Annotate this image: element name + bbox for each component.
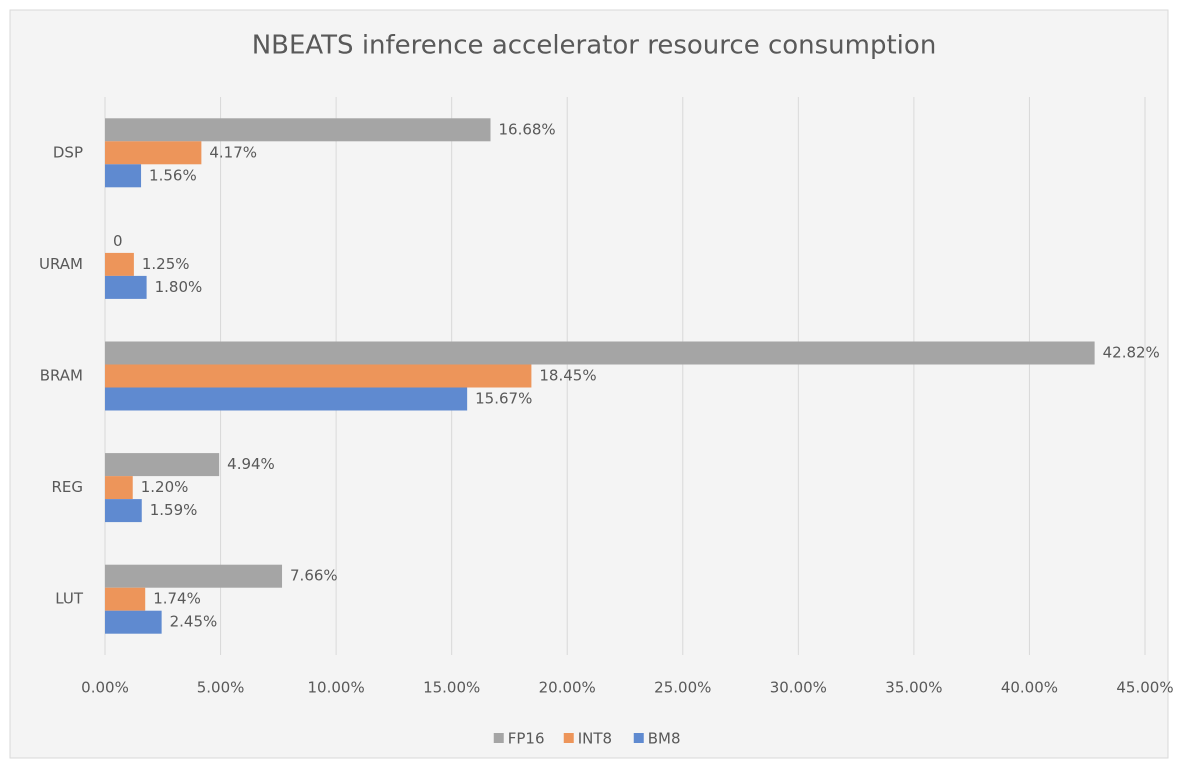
- data-label: 2.45%: [170, 613, 218, 631]
- legend-swatch: [493, 733, 504, 743]
- data-label: 18.45%: [539, 367, 596, 385]
- bar: [105, 387, 468, 411]
- data-label: 42.82%: [1103, 344, 1160, 362]
- data-label: 4.94%: [227, 455, 275, 473]
- bar: [105, 252, 134, 276]
- y-tick-label: URAM: [39, 255, 83, 273]
- y-tick-label: LUT: [55, 590, 84, 608]
- x-tick-label: 30.00%: [770, 679, 827, 697]
- bar: [105, 564, 283, 588]
- data-label: 15.67%: [475, 390, 532, 408]
- x-tick-label: 40.00%: [1001, 679, 1058, 697]
- bar: [105, 499, 142, 523]
- legend-label: INT8: [578, 730, 612, 748]
- data-label: 4.17%: [209, 143, 257, 161]
- x-tick-label: 35.00%: [885, 679, 942, 697]
- y-tick-label: BRAM: [40, 367, 83, 385]
- x-tick-label: 10.00%: [308, 679, 365, 697]
- legend-label: FP16: [508, 730, 545, 748]
- bar: [105, 141, 202, 165]
- x-tick-label: 15.00%: [423, 679, 480, 697]
- legend-swatch: [563, 733, 574, 743]
- y-tick-label: DSP: [53, 143, 83, 161]
- bar: [105, 275, 147, 299]
- data-label: 1.59%: [150, 501, 198, 519]
- bar: [105, 118, 491, 142]
- x-tick-label: 20.00%: [539, 679, 596, 697]
- bar: [105, 164, 142, 188]
- x-tick-label: 5.00%: [197, 679, 245, 697]
- data-label: 16.68%: [498, 120, 555, 138]
- bar: [105, 453, 220, 477]
- bar: [105, 341, 1095, 365]
- bar: [105, 587, 146, 611]
- x-tick-label: 0.00%: [81, 679, 129, 697]
- x-tick-label: 25.00%: [654, 679, 711, 697]
- y-tick-label: REG: [51, 478, 83, 496]
- chart-title: NBEATS inference accelerator resource co…: [252, 31, 937, 61]
- legend-swatch: [633, 733, 644, 743]
- data-label: 1.25%: [142, 255, 190, 273]
- bar: [105, 476, 133, 500]
- data-label: 1.20%: [141, 478, 189, 496]
- bar: [105, 364, 532, 388]
- data-label: 7.66%: [290, 567, 338, 585]
- data-label: 0: [113, 232, 123, 250]
- bar: [105, 610, 162, 634]
- legend-label: BM8: [648, 730, 681, 748]
- x-tick-label: 45.00%: [1116, 679, 1173, 697]
- data-label: 1.56%: [149, 166, 197, 184]
- data-label: 1.80%: [155, 278, 203, 296]
- data-label: 1.74%: [153, 590, 201, 608]
